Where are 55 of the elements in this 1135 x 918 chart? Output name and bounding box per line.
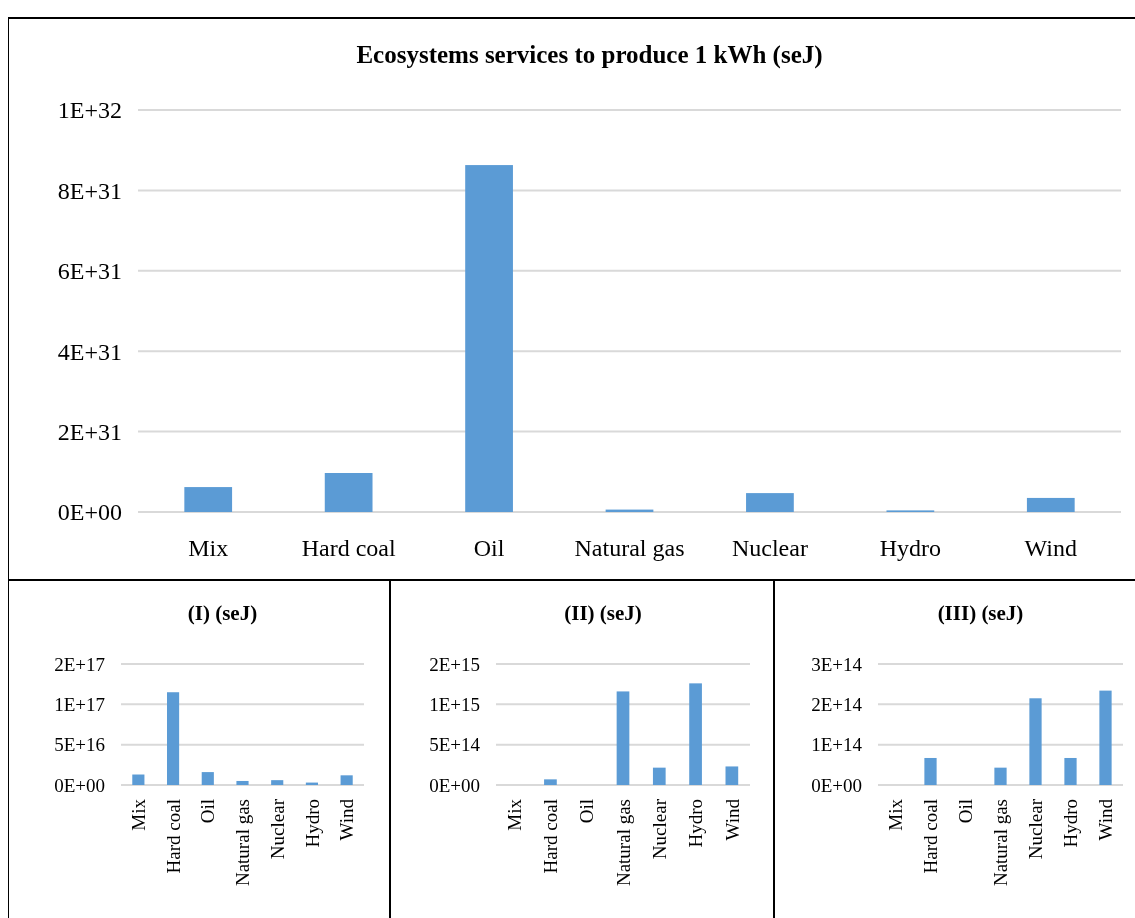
y-tick-label: 0E+00 — [811, 774, 862, 796]
y-tick-label: 0E+00 — [54, 774, 105, 796]
y-tick-label: 0E+00 — [429, 774, 480, 796]
y-tick-label: 5E+14 — [429, 734, 481, 756]
chart-title: (III) (seJ) — [937, 601, 1024, 625]
x-tick-label: Wind — [1095, 798, 1117, 841]
y-tick-label: 3E+14 — [811, 653, 863, 675]
x-tick-label: Hydro — [301, 799, 323, 848]
bar — [1099, 690, 1112, 785]
y-tick-label: 2E+31 — [57, 419, 122, 445]
bar — [924, 757, 937, 785]
x-tick-label: Hard coal — [920, 799, 942, 874]
y-tick-label: 1E+17 — [54, 693, 105, 715]
x-tick-label: Hydro — [1060, 799, 1082, 848]
x-tick-label: Natural gas — [232, 799, 254, 887]
x-tick-label: Hard coal — [301, 535, 396, 562]
bar — [1064, 757, 1077, 785]
x-tick-label: Mix — [128, 798, 150, 831]
x-tick-label: Nuclear — [731, 535, 808, 562]
x-tick-label: Hydro — [879, 535, 942, 562]
x-tick-label: Mix — [885, 798, 907, 831]
x-tick-label: Nuclear — [648, 798, 670, 860]
x-tick-label: Hard coal — [540, 799, 562, 874]
y-tick-label: 0E+00 — [57, 499, 122, 526]
x-tick-label: Oil — [955, 799, 977, 824]
y-tick-label: 1E+15 — [429, 693, 480, 715]
x-tick-label: Mix — [503, 798, 525, 831]
bar — [994, 767, 1007, 785]
x-tick-label: Hard coal — [162, 799, 184, 874]
y-tick-label: 1E+14 — [811, 734, 863, 756]
x-tick-label: Nuclear — [1025, 798, 1047, 860]
y-tick-label: 5E+16 — [54, 734, 105, 756]
x-tick-label: Oil — [473, 535, 505, 562]
y-tick-label: 2E+17 — [54, 653, 105, 675]
x-tick-label: Wind — [1024, 535, 1077, 562]
y-tick-label: 2E+14 — [811, 693, 863, 715]
y-tick-label: 6E+31 — [57, 258, 122, 285]
y-tick-label: 1E+32 — [57, 97, 122, 124]
x-tick-label: Oil — [576, 799, 598, 824]
x-tick-label: Hydro — [685, 799, 707, 848]
x-tick-label: Natural gas — [574, 535, 685, 562]
y-tick-label: 4E+31 — [57, 338, 122, 365]
y-tick-label: 2E+15 — [429, 653, 480, 675]
bar — [1029, 698, 1042, 785]
x-tick-label: Nuclear — [266, 798, 288, 860]
y-tick-label: 8E+31 — [57, 177, 122, 204]
chart-title: (I) (seJ) — [187, 601, 258, 625]
chart-title: (II) (seJ) — [564, 601, 642, 625]
chart-title: Ecosystems services to produce 1 kWh (seJ) — [356, 41, 823, 69]
x-tick-label: Oil — [197, 799, 219, 824]
x-tick-label: Wind — [721, 798, 743, 841]
x-tick-label: Mix — [188, 535, 229, 562]
x-tick-label: Natural gas — [612, 799, 634, 887]
x-tick-label: Wind — [336, 798, 358, 841]
x-tick-label: Natural gas — [990, 799, 1012, 887]
